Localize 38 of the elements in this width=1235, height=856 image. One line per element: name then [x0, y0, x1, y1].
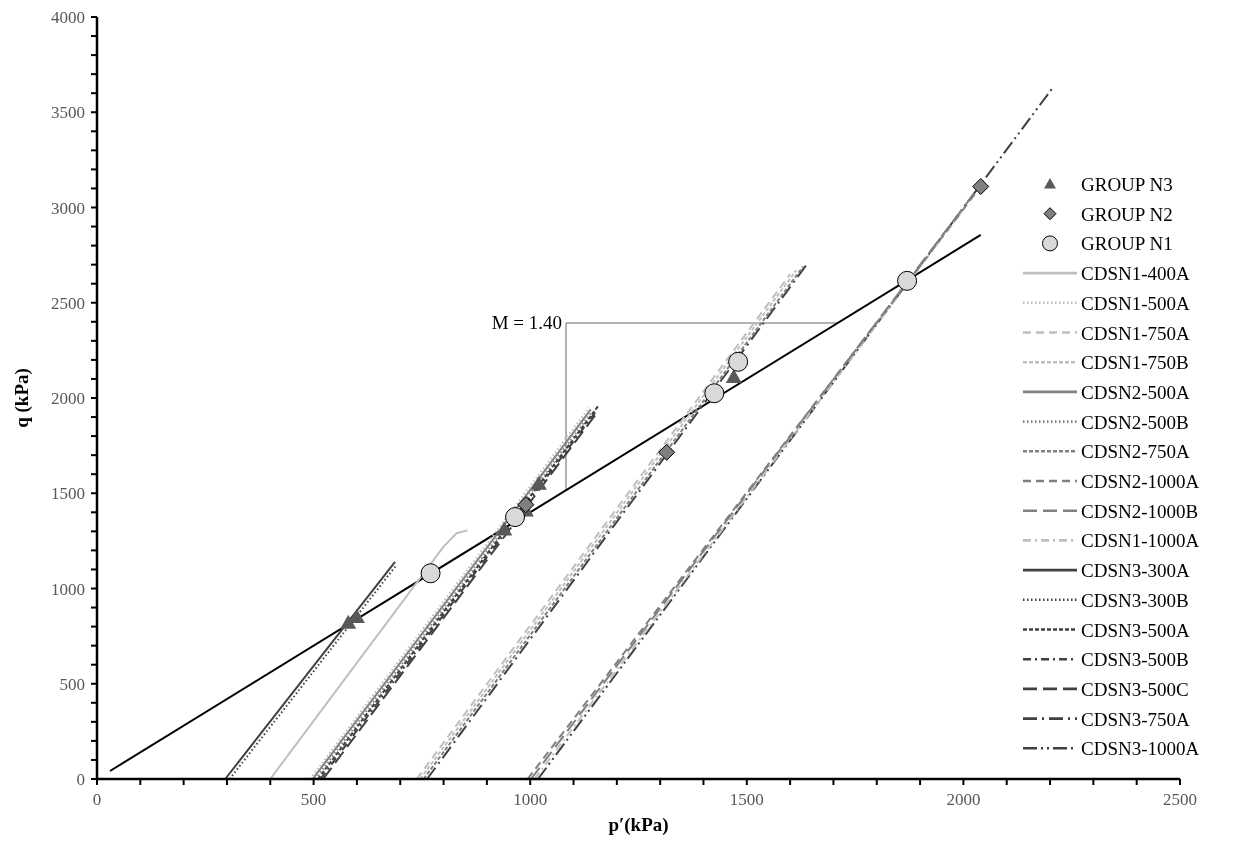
x-tick-label: 1000	[513, 790, 548, 809]
legend-label: CDSN3-1000A	[1081, 738, 1200, 760]
legend-label: CDSN1-750B	[1081, 352, 1189, 374]
y-axis-title: q (kPa)	[11, 368, 33, 428]
y-tick-label: 0	[76, 770, 85, 789]
legend-label: CDSN2-500B	[1081, 411, 1189, 433]
y-tick-label: 500	[59, 674, 85, 694]
legend-label: CDSN1-750A	[1081, 322, 1191, 344]
legend-label: CDSN3-500A	[1081, 619, 1191, 641]
y-tick-label: 4000	[51, 8, 85, 27]
legend-label: GROUP N2	[1081, 203, 1173, 225]
legend-label: CDSN2-500A	[1081, 381, 1191, 403]
legend-label: GROUP N3	[1081, 174, 1173, 195]
y-tick-label: 2000	[51, 389, 85, 408]
x-tick-label: 2000	[946, 790, 981, 809]
legend-label: CDSN1-500A	[1081, 292, 1191, 314]
legend-label: CDSN3-500C	[1081, 678, 1189, 700]
legend-label: CDSN2-1000B	[1081, 500, 1199, 522]
y-tick-label: 2500	[51, 293, 85, 313]
legend-label: CDSN2-1000A	[1081, 471, 1200, 492]
legend-label: CDSN3-500B	[1081, 649, 1189, 671]
annotation: M = 1.40	[491, 312, 562, 333]
legend-label: CDSN3-300B	[1081, 589, 1189, 611]
y-tick-label: 3500	[51, 103, 85, 123]
x-tick-label: 1500	[729, 790, 764, 809]
x-axis-title: p′(kPa)	[608, 814, 669, 836]
y-tick-label: 1500	[51, 484, 85, 504]
legend-label: CDSN1-400A	[1081, 263, 1191, 285]
y-tick-label: 1000	[51, 579, 85, 599]
legend-label: CDSN1-1000A	[1081, 530, 1200, 552]
y-tick-label: 3000	[51, 198, 85, 218]
x-tick-label: 0	[92, 790, 102, 809]
legend-label: GROUP N1	[1081, 233, 1173, 255]
legend-label: CDSN3-750A	[1081, 708, 1191, 730]
legend-label: CDSN2-750A	[1081, 441, 1191, 463]
x-tick-label: 2500	[1163, 790, 1197, 809]
legend-label: CDSN3-300A	[1081, 560, 1191, 582]
x-tick-label: 500	[300, 790, 327, 809]
